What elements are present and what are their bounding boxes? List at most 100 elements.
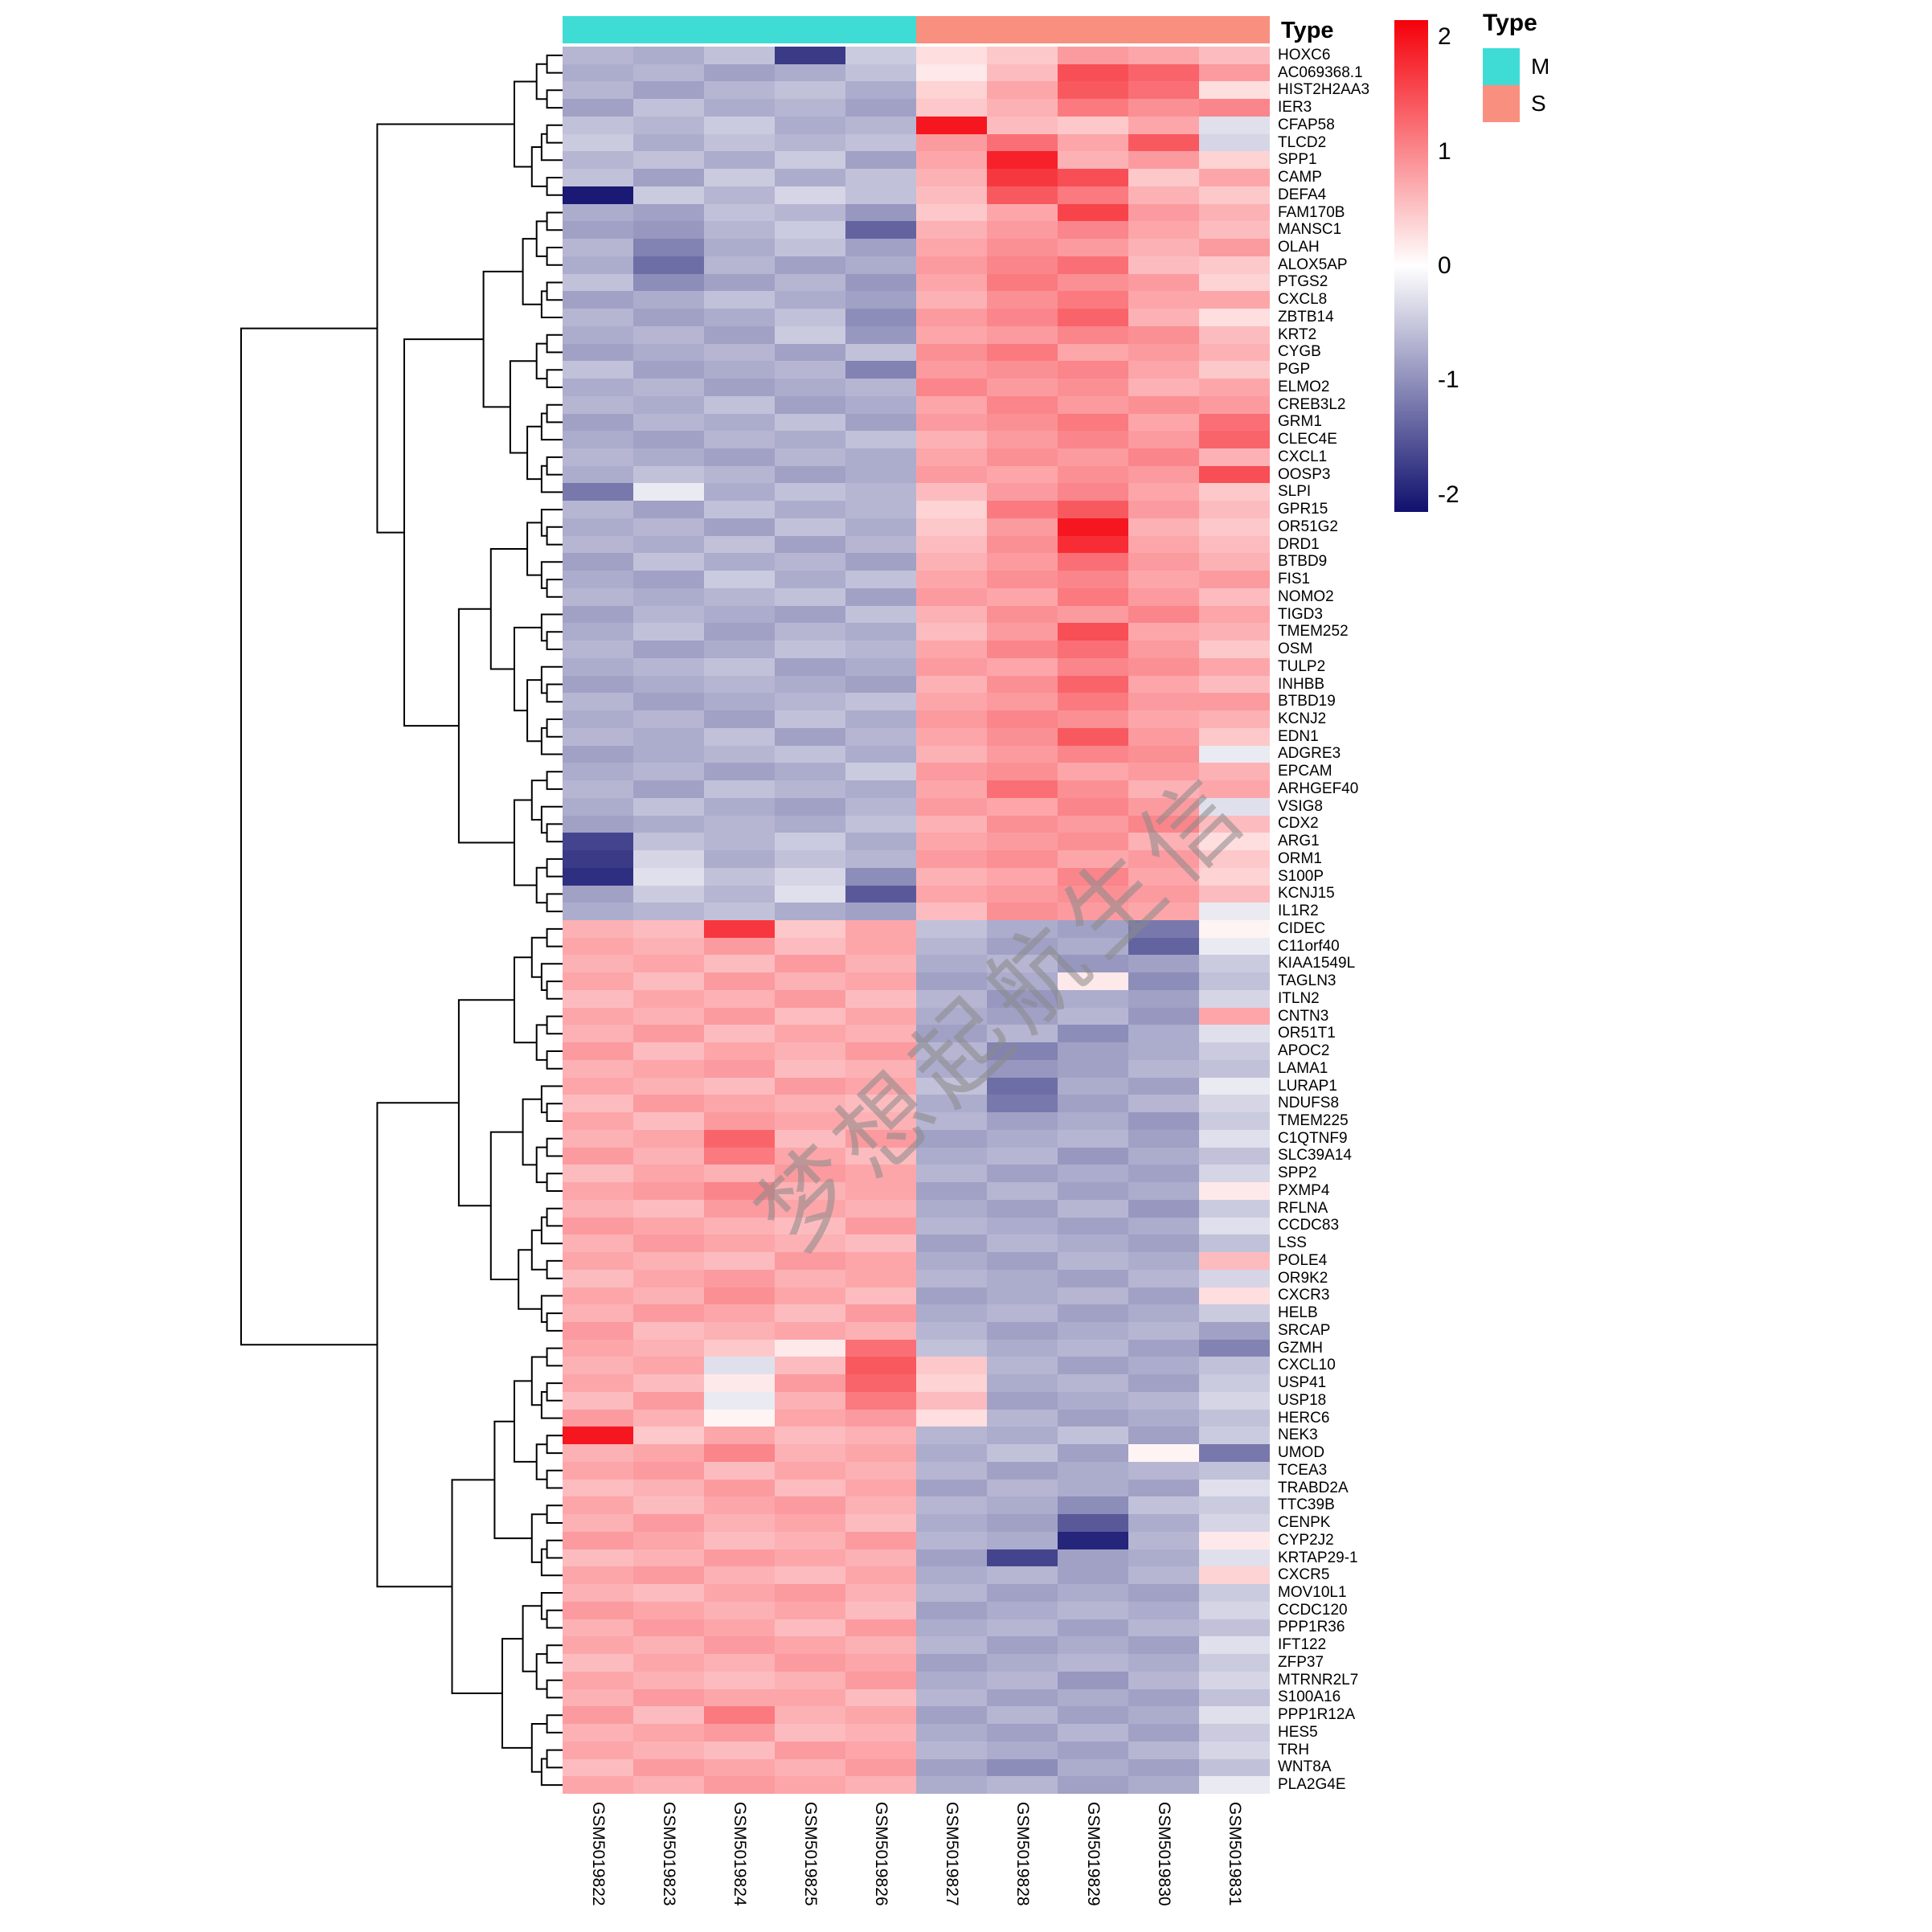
heatmap-cell: [563, 133, 633, 152]
row-label: TULP2: [1278, 657, 1326, 675]
heatmap-cell: [775, 518, 845, 536]
heatmap-cell: [987, 833, 1058, 851]
heatmap-cell: [633, 1636, 704, 1655]
heatmap-cell: [775, 1688, 845, 1707]
heatmap-cell: [633, 1654, 704, 1672]
heatmap-cell: [1058, 325, 1128, 344]
heatmap-cell: [704, 1042, 775, 1060]
heatmap-cell: [1128, 1042, 1199, 1060]
heatmap-cell: [704, 745, 775, 763]
heatmap-cell: [775, 850, 845, 868]
heatmap-cell: [633, 1129, 704, 1148]
heatmap-cell: [1128, 99, 1199, 117]
heatmap-cell: [1058, 1531, 1128, 1549]
heatmap-cell: [775, 1741, 845, 1759]
heatmap-cell: [633, 675, 704, 694]
heatmap-cell: [1058, 343, 1128, 362]
heatmap-cell: [987, 1426, 1058, 1445]
heatmap-cell: [987, 1007, 1058, 1025]
heatmap-cell: [1199, 465, 1270, 484]
heatmap-cell: [1128, 1339, 1199, 1357]
heatmap-cell: [1128, 1671, 1199, 1689]
heatmap-cell: [563, 571, 633, 588]
heatmap-cell: [775, 63, 845, 82]
heatmap-cell: [1199, 553, 1270, 571]
heatmap-cell: [845, 780, 916, 798]
heatmap-cell: [563, 273, 633, 292]
heatmap-cell: [775, 1409, 845, 1427]
heatmap-cell: [633, 587, 704, 606]
heatmap-cell: [1199, 710, 1270, 728]
heatmap-cell: [1199, 955, 1270, 973]
heatmap-cell: [704, 815, 775, 833]
heatmap-cell: [1199, 1724, 1270, 1742]
heatmap-cell: [916, 273, 987, 292]
heatmap-cell: [563, 623, 633, 641]
heatmap-cell: [1199, 623, 1270, 641]
heatmap-cell: [916, 518, 987, 536]
heatmap-cell: [775, 1269, 845, 1287]
heatmap-cell: [845, 1287, 916, 1305]
heatmap-cell: [916, 151, 987, 170]
heatmap-cell: [845, 203, 916, 222]
column-label-text: GSM5019825: [801, 1802, 820, 1906]
colorbar-tick-label: 1: [1438, 137, 1451, 165]
heatmap-cell: [845, 605, 916, 624]
heatmap-cell: [916, 256, 987, 274]
heatmap-cell: [845, 1025, 916, 1043]
heatmap-cell: [563, 850, 633, 868]
heatmap-cell: [704, 309, 775, 326]
heatmap-cell: [563, 1671, 633, 1689]
heatmap-cell: [987, 797, 1058, 816]
heatmap-cell: [1199, 833, 1270, 851]
heatmap-cell: [704, 1287, 775, 1305]
heatmap-cell: [845, 1339, 916, 1357]
heatmap-cell: [633, 1322, 704, 1340]
heatmap-cell: [563, 1724, 633, 1742]
heatmap-cell: [1199, 1549, 1270, 1567]
heatmap-cell: [916, 833, 987, 851]
heatmap-cell: [633, 343, 704, 362]
heatmap-cell: [1058, 1566, 1128, 1585]
heatmap-cell: [633, 1182, 704, 1200]
heatmap-cell: [987, 1234, 1058, 1253]
heatmap-cell: [775, 1182, 845, 1200]
heatmap-cell: [633, 1531, 704, 1549]
heatmap-cell: [916, 1357, 987, 1375]
heatmap-cell: [1128, 1234, 1199, 1253]
heatmap-cell: [845, 325, 916, 344]
heatmap-cell: [775, 431, 845, 449]
heatmap-cell: [1058, 693, 1128, 711]
heatmap-cell: [704, 256, 775, 274]
heatmap-cell: [1058, 1165, 1128, 1183]
heatmap-cell: [987, 1584, 1058, 1602]
row-label: TMEM225: [1278, 1112, 1349, 1129]
heatmap-cell: [704, 1601, 775, 1619]
heatmap-cell: [987, 99, 1058, 117]
heatmap-cell: [916, 745, 987, 763]
heatmap-cell: [704, 395, 775, 414]
row-label: CXCR5: [1278, 1566, 1330, 1584]
heatmap-cell: [775, 309, 845, 326]
heatmap-cell: [987, 501, 1058, 518]
heatmap-cell: [845, 657, 916, 676]
heatmap-cell: [1199, 169, 1270, 186]
row-label: TLCD2: [1278, 133, 1327, 151]
heatmap-cell: [845, 47, 916, 64]
heatmap-cell: [704, 1252, 775, 1270]
heatmap-cell: [775, 885, 845, 903]
heatmap-cell: [916, 1566, 987, 1585]
heatmap-cell: [845, 815, 916, 833]
heatmap-cell: [563, 291, 633, 309]
column-label-text: GSM5019831: [1226, 1802, 1244, 1906]
heatmap-cell: [563, 1199, 633, 1218]
heatmap-cell: [775, 116, 845, 134]
heatmap-cell: [916, 1601, 987, 1619]
heatmap-cell: [563, 1444, 633, 1462]
heatmap-cell: [1058, 395, 1128, 414]
heatmap-cell: [987, 763, 1058, 781]
heatmap-cell: [563, 47, 633, 64]
heatmap-cell: [704, 1199, 775, 1218]
heatmap-cell: [563, 1042, 633, 1060]
row-label: KRTAP29-1: [1278, 1549, 1358, 1566]
